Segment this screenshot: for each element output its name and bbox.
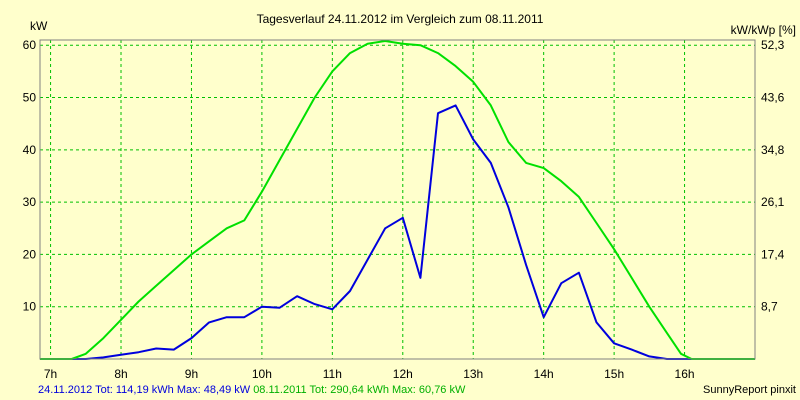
x-tick-label-8: 15h	[604, 367, 624, 381]
series-lines	[40, 40, 755, 360]
series-line-2	[40, 40, 755, 360]
y-right-tick-label-0: 8,7	[761, 300, 778, 314]
legend-series2: 08.11.2011 Tot: 290,64 kWh Max: 60,76 kW	[253, 384, 466, 396]
y-right-tick-label-1: 17,4	[761, 247, 785, 261]
y-right-tick-label-4: 43,6	[761, 91, 785, 105]
x-tick-label-9: 16h	[675, 367, 695, 381]
y-left-tick-label-4: 50	[23, 91, 37, 105]
y-left-tick-label-3: 40	[23, 143, 37, 157]
y-left-tick-label-5: 60	[23, 38, 37, 52]
y-axis-right-label: kW/kWp [%]	[731, 23, 796, 37]
y-axis-left-label: kW	[30, 19, 48, 33]
plot-frame	[39, 39, 756, 360]
series-line-1	[40, 104, 755, 360]
x-tick-label-7: 14h	[534, 367, 554, 381]
y-left-tick-label-0: 10	[23, 300, 37, 314]
footer-credit: SunnyReport pinxit	[703, 384, 796, 396]
x-tick-label-6: 13h	[463, 367, 483, 381]
y-left-tick-label-2: 30	[23, 195, 37, 209]
y-right-tick-label-2: 26,1	[761, 195, 785, 209]
x-tick-label-5: 12h	[393, 367, 413, 381]
y-right-tick-label-5: 52,3	[761, 38, 785, 52]
legend-footer: 24.11.2012 Tot: 114,19 kWh Max: 48,49 kW…	[38, 384, 466, 396]
x-tick-label-0: 7h	[44, 367, 57, 381]
chart-title: Tagesverlauf 24.11.2012 im Vergleich zum…	[257, 12, 544, 26]
y-left-tick-label-1: 20	[23, 247, 37, 261]
x-tick-labels: 7h 8h 9h 10h 11h 12h 13h 14h 15h 16h	[44, 367, 695, 381]
y-right-tick-label-3: 34,8	[761, 143, 785, 157]
y-right-tick-labels: 8,7 17,4 26,1 34,8 43,6 52,3	[761, 38, 785, 313]
x-tick-label-1: 8h	[114, 367, 127, 381]
legend-series1: 24.11.2012 Tot: 114,19 kWh Max: 48,49 kW	[38, 384, 251, 396]
x-tick-label-4: 11h	[323, 367, 342, 381]
x-tick-label-3: 10h	[252, 367, 272, 381]
x-tick-label-2: 9h	[185, 367, 198, 381]
y-left-tick-labels: 10 20 30 40 50 60	[23, 38, 37, 313]
